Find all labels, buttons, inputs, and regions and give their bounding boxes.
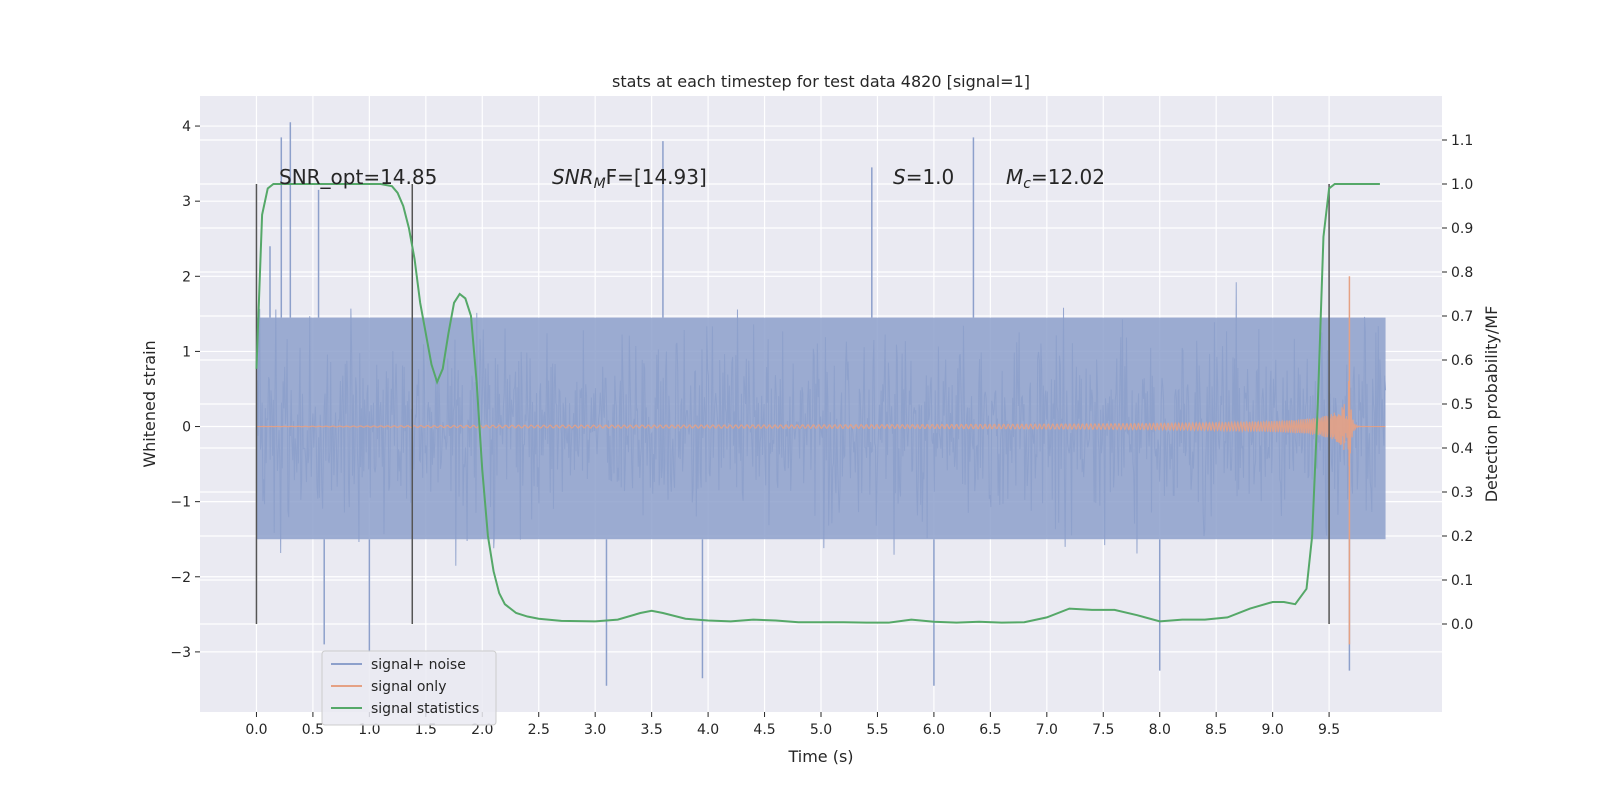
y2-axis-ticks: 1.1 1.0 0.9 0.8 0.7 0.6 0.5 0.4 0.3 0.2 0.1 0.0: [1442, 133, 1473, 633]
x-tick-label: 7.0: [1036, 722, 1058, 738]
legend-label-signal: signal only: [371, 679, 446, 695]
x-tick-label: 7.5: [1092, 722, 1114, 738]
y-tick-label: −1: [170, 495, 191, 511]
x-tick-label: 9.0: [1262, 722, 1284, 738]
x-tick-label: 8.0: [1149, 722, 1171, 738]
legend-label-stat: signal statistics: [371, 701, 479, 717]
y-tick-label: 3: [182, 194, 191, 210]
x-tick-label: 3.5: [641, 722, 663, 738]
series-signal-only: [256, 276, 1386, 645]
x-tick-label: 2.0: [471, 722, 493, 738]
y-tick-label: 1: [182, 344, 191, 360]
legend: signal+ noise signal only signal statist…: [321, 650, 497, 726]
x-tick-label: 5.0: [810, 722, 832, 738]
x-tick-label: 0.5: [302, 722, 324, 738]
vertical-markers: [255, 184, 1330, 624]
y2-tick-label: 0.2: [1451, 529, 1473, 545]
annotation-s-main: S: [893, 165, 906, 189]
y-axis-ticks: 4 3 2 1 0 −1 −2 −3: [170, 119, 200, 661]
x-tick-label: 2.5: [528, 722, 550, 738]
chirp-line: [256, 381, 1386, 467]
annotation-snr-opt: SNR_opt=14.85: [279, 165, 437, 189]
x-tick-label: 4.5: [753, 722, 775, 738]
y2-tick-label: 0.5: [1451, 397, 1473, 413]
x-tick-label: 3.0: [584, 722, 606, 738]
annotation-mc: Mc=12.02: [1006, 165, 1105, 192]
x-tick-label: 8.5: [1205, 722, 1227, 738]
annotation-snr-mf-rest: F=[14.93]: [606, 165, 707, 189]
chart-title: stats at each timestep for test data 482…: [612, 72, 1030, 91]
y-tick-label: 2: [182, 269, 191, 285]
x-tick-label: 9.5: [1318, 722, 1340, 738]
x-tick-label: 0.0: [245, 722, 267, 738]
x-tick-label: 4.0: [697, 722, 719, 738]
annotation-snr-mf-main: SNR: [552, 165, 594, 189]
y2-axis-label: Detection probability/MF: [1482, 306, 1501, 503]
y2-tick-label: 0.0: [1451, 617, 1473, 633]
x-tick-label: 1.0: [358, 722, 380, 738]
annotation-s-rest: =1.0: [906, 165, 955, 189]
annotation-snr-mf-sub: M: [594, 176, 606, 192]
y2-tick-label: 1.0: [1451, 177, 1473, 193]
annotation-s: S=1.0: [893, 165, 954, 189]
annotation-snr-mf: SNRMF=[14.93]: [552, 165, 707, 192]
y2-tick-label: 0.7: [1451, 309, 1473, 325]
y2-tick-label: 0.6: [1451, 353, 1473, 369]
y2-tick-label: 0.1: [1451, 573, 1473, 589]
y-tick-label: 4: [182, 119, 191, 135]
y2-tick-label: 0.3: [1451, 485, 1473, 501]
x-axis-label: Time (s): [787, 747, 853, 766]
y-tick-label: −2: [170, 570, 191, 586]
x-tick-label: 1.5: [415, 722, 437, 738]
y2-tick-label: 0.9: [1451, 221, 1473, 237]
x-tick-label: 6.5: [979, 722, 1001, 738]
y2-tick-label: 0.4: [1451, 441, 1473, 457]
annotation-mc-rest: =12.02: [1031, 165, 1105, 189]
stat-line: [255, 183, 1380, 624]
y-tick-label: −3: [170, 645, 191, 661]
y2-tick-label: 0.8: [1451, 265, 1473, 281]
legend-box: [321, 650, 497, 726]
y2-tick-label: 1.1: [1451, 133, 1473, 149]
annotation-mc-sub: c: [1023, 176, 1031, 192]
y-axis-label: Whitened strain: [140, 340, 159, 467]
x-axis-ticks: 0.0 0.5 1.0 1.5 2.0 2.5 3.0 3.5 4.0 4.5 5.0 5.5 6.0 6…: [245, 712, 1340, 738]
annotation-mc-main: M: [1006, 165, 1023, 189]
legend-label-noise: signal+ noise: [371, 657, 466, 673]
series-signal-statistics: [255, 183, 1380, 624]
x-tick-label: 6.0: [923, 722, 945, 738]
y-tick-label: 0: [182, 420, 191, 436]
noise-line: [255, 282, 1387, 566]
x-tick-label: 5.5: [866, 722, 888, 738]
